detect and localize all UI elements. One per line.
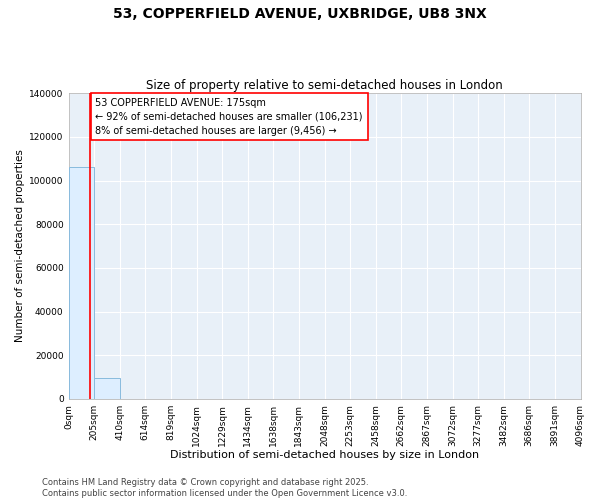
Title: Size of property relative to semi-detached houses in London: Size of property relative to semi-detach… (146, 79, 503, 92)
Text: 53 COPPERFIELD AVENUE: 175sqm
← 92% of semi-detached houses are smaller (106,231: 53 COPPERFIELD AVENUE: 175sqm ← 92% of s… (95, 98, 363, 136)
X-axis label: Distribution of semi-detached houses by size in London: Distribution of semi-detached houses by … (170, 450, 479, 460)
Text: Contains HM Land Registry data © Crown copyright and database right 2025.
Contai: Contains HM Land Registry data © Crown c… (42, 478, 407, 498)
Text: 53, COPPERFIELD AVENUE, UXBRIDGE, UB8 3NX: 53, COPPERFIELD AVENUE, UXBRIDGE, UB8 3N… (113, 8, 487, 22)
Bar (94, 378, 120, 399)
Y-axis label: Number of semi-detached properties: Number of semi-detached properties (15, 150, 25, 342)
Bar (68, 167, 94, 399)
